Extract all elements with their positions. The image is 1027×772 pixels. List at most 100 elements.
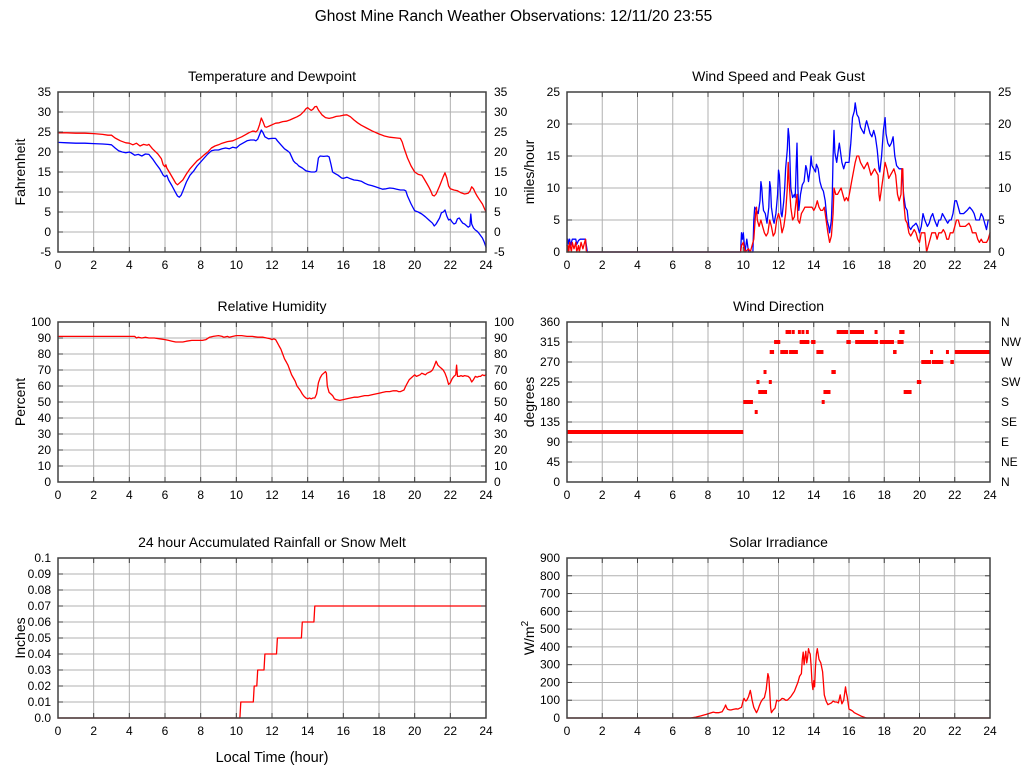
svg-text:900: 900: [540, 551, 560, 565]
y-axis-label: miles/hour: [521, 139, 537, 204]
svg-text:90: 90: [494, 331, 508, 345]
svg-text:30: 30: [494, 105, 508, 119]
svg-text:6: 6: [669, 488, 676, 502]
series-peak_gust: [566, 102, 991, 253]
svg-text:0: 0: [553, 245, 560, 259]
svg-text:12: 12: [265, 488, 279, 502]
svg-text:40: 40: [38, 411, 52, 425]
svg-text:14: 14: [807, 258, 821, 272]
svg-text:10: 10: [38, 185, 52, 199]
svg-text:0: 0: [553, 475, 560, 489]
y-axis-label: Inches: [12, 617, 28, 658]
svg-text:18: 18: [878, 724, 892, 738]
svg-text:22: 22: [444, 258, 458, 272]
chart-title: Temperature and Dewpoint: [187, 68, 357, 84]
svg-text:30: 30: [38, 427, 52, 441]
series-temperature: [57, 105, 487, 213]
svg-text:700: 700: [540, 587, 560, 601]
svg-text:S: S: [1001, 395, 1009, 409]
svg-text:20: 20: [494, 443, 508, 457]
svg-text:25: 25: [494, 125, 508, 139]
chart-title: Relative Humidity: [217, 298, 327, 314]
svg-text:20: 20: [38, 145, 52, 159]
svg-text:8: 8: [197, 724, 204, 738]
svg-text:16: 16: [337, 488, 351, 502]
svg-text:80: 80: [38, 347, 52, 361]
svg-text:4: 4: [126, 258, 133, 272]
svg-text:W: W: [1001, 355, 1013, 369]
svg-text:30: 30: [38, 105, 52, 119]
svg-text:10: 10: [38, 459, 52, 473]
svg-text:4: 4: [634, 724, 641, 738]
svg-text:20: 20: [547, 117, 561, 131]
svg-text:100: 100: [494, 315, 514, 329]
svg-text:0.02: 0.02: [28, 679, 52, 693]
axis-tick-labels: 0 2 4 6 8 10 12 14 16 18 20 22 240100200300400500600…: [540, 551, 997, 738]
svg-text:24: 24: [479, 724, 493, 738]
svg-text:315: 315: [540, 335, 560, 349]
svg-text:-5: -5: [40, 245, 51, 259]
series-wind_speed: [566, 155, 991, 253]
svg-text:35: 35: [38, 85, 52, 99]
chart-title: Solar Irradiance: [729, 534, 828, 550]
svg-text:-5: -5: [494, 245, 505, 259]
svg-text:0.08: 0.08: [28, 583, 52, 597]
svg-text:50: 50: [38, 395, 52, 409]
svg-text:30: 30: [494, 427, 508, 441]
svg-text:8: 8: [705, 724, 712, 738]
svg-text:15: 15: [494, 165, 508, 179]
svg-text:0: 0: [564, 258, 571, 272]
svg-text:E: E: [1001, 435, 1009, 449]
tick-marks: [566, 91, 991, 253]
svg-text:0: 0: [998, 245, 1005, 259]
svg-text:22: 22: [948, 724, 962, 738]
svg-text:10: 10: [494, 459, 508, 473]
svg-text:18: 18: [372, 724, 386, 738]
x-axis-label: Local Time (hour): [216, 750, 329, 766]
svg-text:2: 2: [599, 488, 606, 502]
svg-text:0: 0: [494, 225, 501, 239]
y-axis-label: degrees: [521, 377, 537, 428]
svg-text:0.06: 0.06: [28, 615, 52, 629]
svg-text:100: 100: [31, 315, 51, 329]
chart-solar-irradiance: Solar Irradiance 0 2 4 6 8 10 12 14 16 18 20 22 24 0 1…: [509, 524, 1027, 772]
svg-text:N: N: [1001, 475, 1010, 489]
chart-temperature-dewpoint: Temperature and Dewpoint 0 2 4 6 8 10 12 14 16 18…: [0, 58, 540, 280]
svg-text:10: 10: [737, 258, 751, 272]
svg-text:60: 60: [494, 379, 508, 393]
svg-text:18: 18: [372, 258, 386, 272]
svg-text:10: 10: [230, 258, 244, 272]
svg-text:6: 6: [162, 258, 169, 272]
svg-text:0.03: 0.03: [28, 663, 52, 677]
svg-text:70: 70: [494, 363, 508, 377]
svg-text:18: 18: [878, 488, 892, 502]
svg-text:14: 14: [807, 488, 821, 502]
svg-text:5: 5: [44, 205, 51, 219]
svg-text:40: 40: [494, 411, 508, 425]
grid-lines: [567, 322, 990, 482]
svg-text:0: 0: [494, 475, 501, 489]
chart-accumulated-rainfall: 24 hour Accumulated Rainfall or Snow Mel…: [0, 524, 540, 772]
svg-text:22: 22: [948, 488, 962, 502]
svg-text:270: 270: [540, 355, 560, 369]
svg-text:24: 24: [983, 724, 997, 738]
svg-text:0: 0: [553, 711, 560, 725]
svg-text:24: 24: [479, 488, 493, 502]
svg-text:0.07: 0.07: [28, 599, 52, 613]
svg-text:10: 10: [230, 488, 244, 502]
svg-text:90: 90: [547, 435, 561, 449]
page-title: Ghost Mine Ranch Weather Observations: 1…: [314, 8, 713, 25]
svg-text:18: 18: [878, 258, 892, 272]
tick-marks: [57, 557, 487, 719]
tick-marks: [566, 321, 991, 483]
svg-text:22: 22: [444, 724, 458, 738]
svg-text:20: 20: [408, 488, 422, 502]
grid-lines: [58, 322, 486, 482]
svg-text:0.09: 0.09: [28, 567, 52, 581]
svg-text:15: 15: [547, 149, 561, 163]
svg-text:20: 20: [998, 117, 1012, 131]
